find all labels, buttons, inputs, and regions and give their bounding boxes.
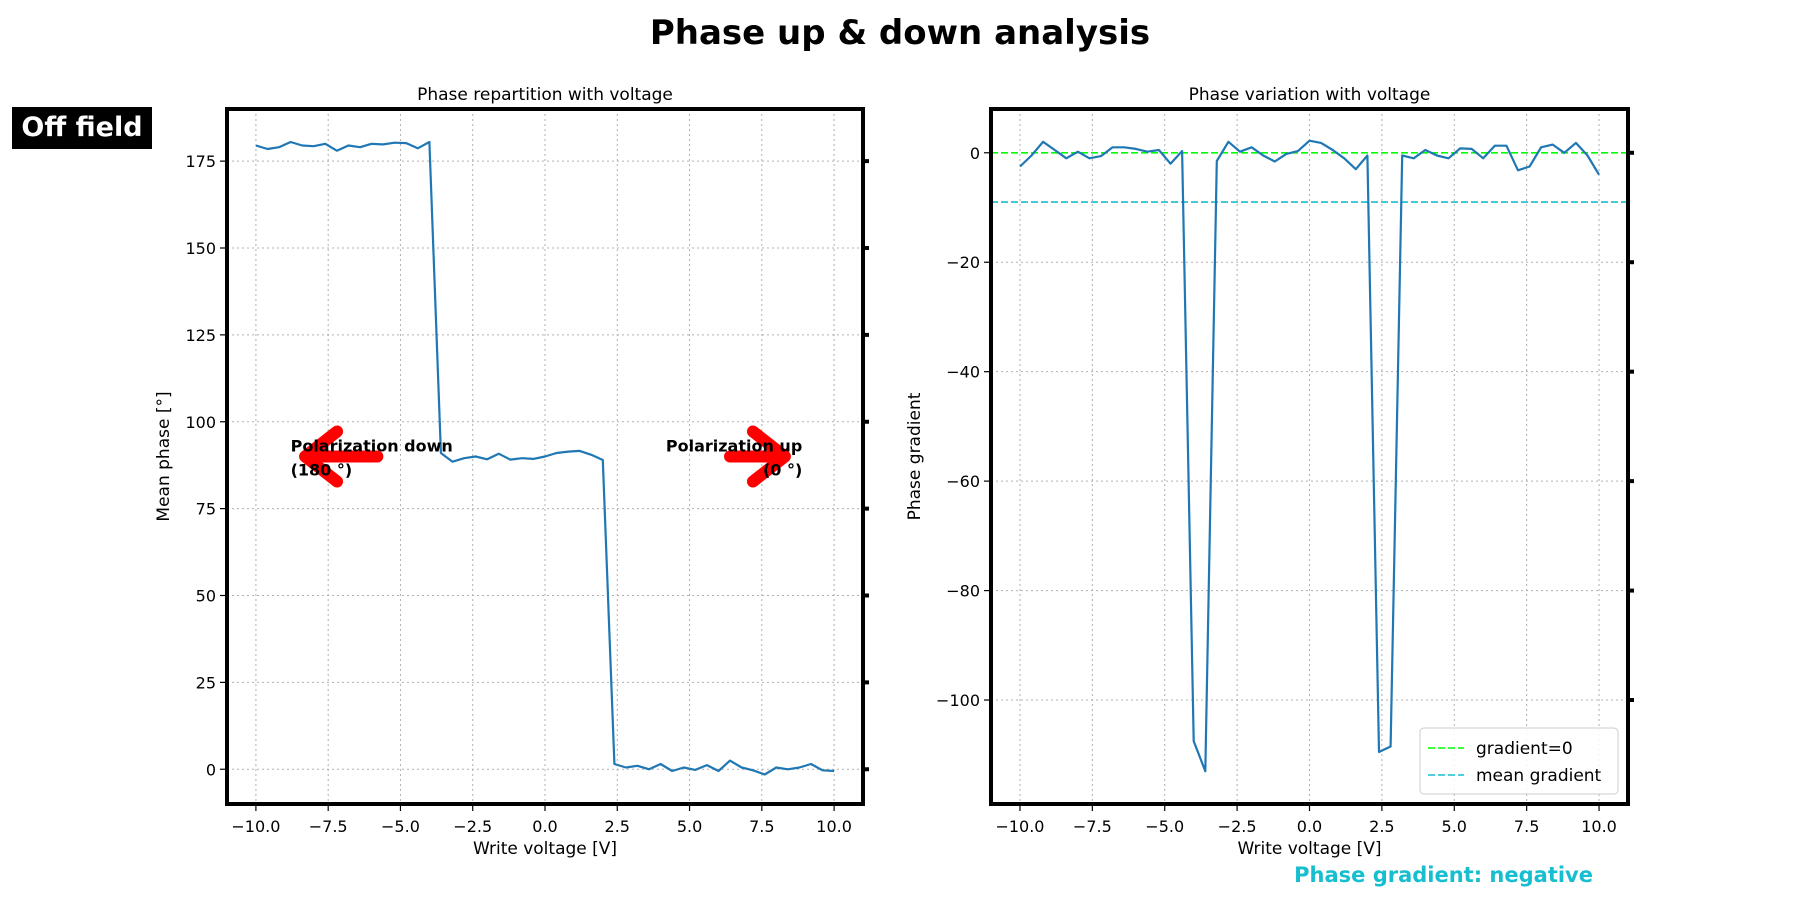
x-tick-label: 0.0 [532,817,557,836]
y-tick-label: 0 [206,760,216,779]
legend-box [1419,727,1619,795]
annotation-down-line1: Polarization down [291,436,453,455]
x-tick-label: −5.0 [1145,817,1184,836]
x-tick-label: −7.5 [1073,817,1112,836]
x-tick-label: 5.0 [1442,817,1467,836]
x-tick-label: 5.0 [677,817,702,836]
y-tick-label: −60 [946,472,980,491]
y-axis-label: Phase gradient [905,392,925,520]
off-field-badge-bg [12,107,152,149]
data-series-line [255,140,835,776]
legend-label: gradient=0 [1476,739,1573,759]
x-tick-label: −2.5 [1218,817,1257,836]
y-tick-label: 50 [196,587,216,606]
x-axis-label: Write voltage [V] [473,839,617,859]
legend-label: mean gradient [1476,766,1602,786]
phase-repartition-chart: −10.0 −7.5 −5.0 −2.5 0.0 2.5 5.0 7.5 10.0 0 25 50 75… [154,85,869,859]
y-tick-label: 0 [970,144,980,163]
x-tick-label: 10.0 [816,817,852,836]
x-tick-label: −7.5 [309,817,348,836]
y-tick-label: −80 [946,582,980,601]
x-tick-label: −5.0 [381,817,420,836]
arrow-right-head [746,425,791,488]
annotation-up-line2: (0 °) [763,461,802,480]
annotation-down-line2: (180 °) [291,461,353,480]
y-tick-label: −100 [936,691,980,710]
x-tick-label: −10.0 [231,817,280,836]
axis-title: Phase repartition with voltage [417,85,673,105]
x-tick-label: 0.0 [1297,817,1322,836]
y-tick-label: −20 [946,253,980,272]
phase-variation-chart: −10.0 −7.5 −5.0 −2.5 0.0 2.5 5.0 7.5 10.0 0 −20 −40… [905,85,1634,859]
x-tick-label: −2.5 [453,817,492,836]
annotation-up-line1: Polarization up [666,436,802,455]
axis-title: Phase variation with voltage [1189,85,1431,105]
plot-frame [225,107,865,806]
y-tick-label: 175 [185,152,216,171]
x-tick-label: 7.5 [749,817,774,836]
arrow-left-head [299,425,344,488]
plot-frame [989,107,1630,806]
y-tick-label: 25 [196,673,216,692]
x-tick-label: 2.5 [1369,817,1394,836]
x-tick-label: 2.5 [605,817,630,836]
off-field-badge: Off field [21,112,142,143]
y-tick-label: 150 [185,239,216,258]
y-tick-label: 75 [196,500,216,519]
x-tick-label: 10.0 [1581,817,1617,836]
data-series-line [1019,139,1600,773]
y-axis-label: Mean phase [°] [154,391,174,521]
y-tick-label: 125 [185,326,216,345]
x-tick-label: 7.5 [1514,817,1539,836]
phase-gradient-status: Phase gradient: negative [1294,863,1593,887]
y-tick-label: −40 [946,363,980,382]
x-tick-label: −10.0 [995,817,1044,836]
figure-title: Phase up & down analysis [650,13,1150,53]
y-tick-label: 100 [185,413,216,432]
x-axis-label: Write voltage [V] [1237,839,1381,859]
